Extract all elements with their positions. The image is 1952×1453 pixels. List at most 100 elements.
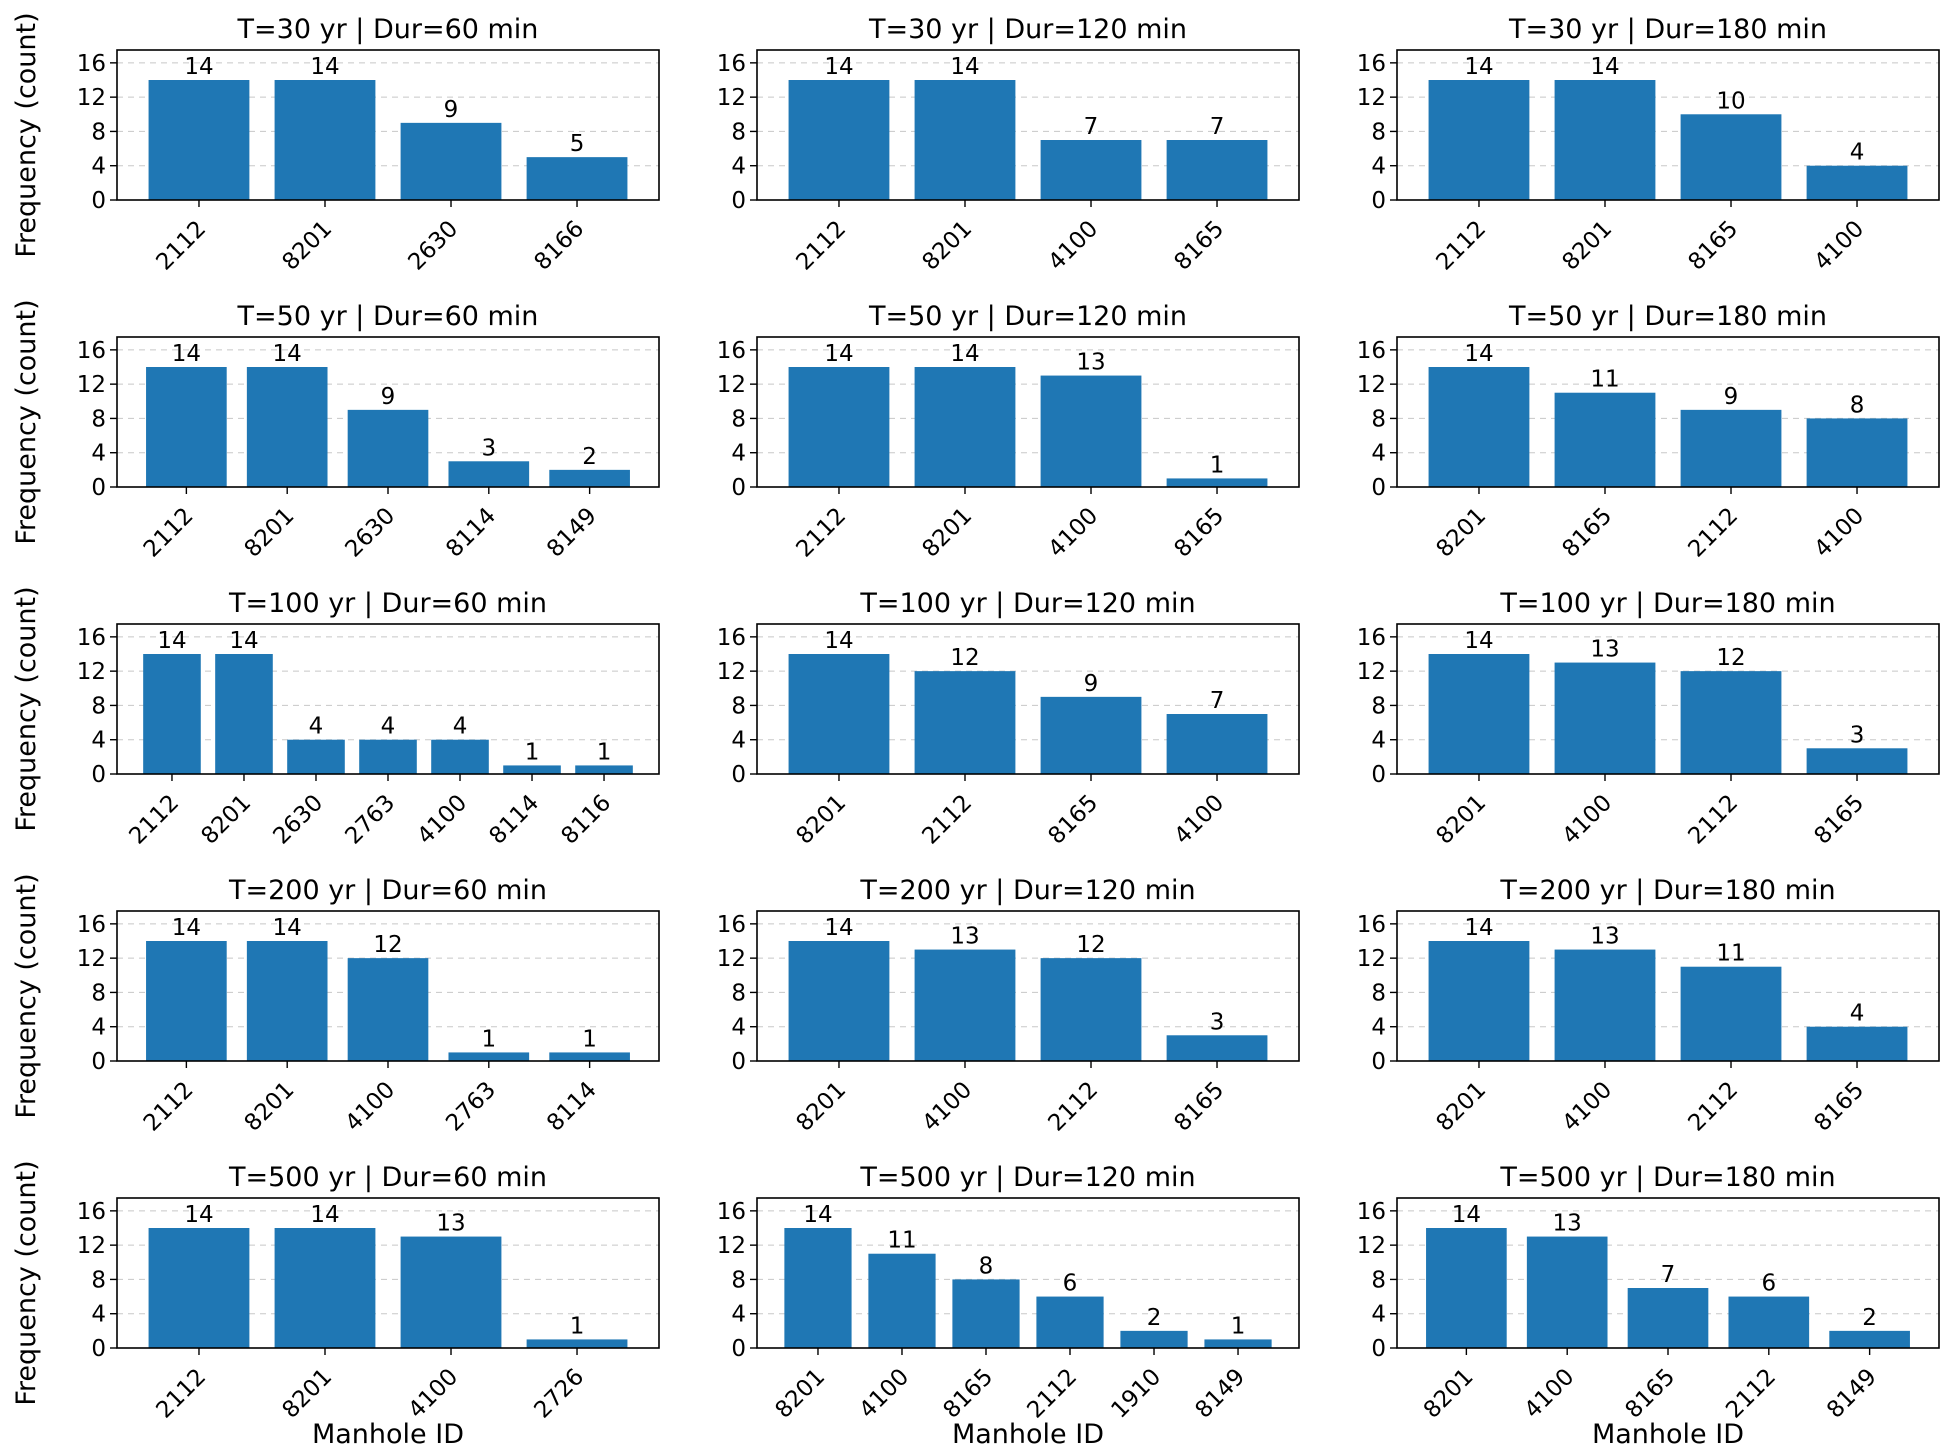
bar: [448, 1052, 530, 1061]
bar-value-label: 11: [887, 1228, 916, 1254]
subplot-title: T=500 yr | Dur=120 min: [859, 1162, 1195, 1193]
subplot-4: T=50 yr | Dur=60 min 0 4 8 12 16 14 2112 14 8201 9…: [11, 299, 660, 563]
y-tick-label: 12: [1357, 1233, 1386, 1259]
plot-frame: [1396, 49, 1940, 201]
bar: [526, 1339, 628, 1348]
bar-value-label: 14: [310, 54, 339, 80]
bar: [1806, 165, 1908, 200]
bar-value-label: 9: [1084, 671, 1099, 697]
y-tick-label: 0: [1371, 475, 1386, 501]
bar: [1806, 1026, 1908, 1061]
y-tick-label: 4: [91, 1015, 106, 1041]
plot-frame: [1396, 623, 1940, 775]
x-tick-label: 2112: [917, 790, 977, 850]
bar: [448, 461, 530, 487]
y-tick-label: 16: [77, 912, 106, 938]
bar: [1526, 1236, 1608, 1348]
bar-value-label: 14: [1464, 54, 1493, 80]
bar: [1426, 1228, 1507, 1348]
y-tick-label: 0: [731, 475, 746, 501]
bar-value-label: 14: [1464, 628, 1493, 654]
y-tick-label: 4: [731, 441, 746, 467]
y-tick-label: 4: [1371, 1015, 1386, 1041]
bar-value-label: 14: [1464, 341, 1493, 367]
bar: [914, 671, 1016, 774]
bar-value-label: 13: [1553, 1211, 1582, 1237]
bar: [1806, 748, 1908, 774]
x-tick-label: 2726: [529, 1364, 589, 1424]
bar: [1428, 941, 1530, 1061]
bar: [1120, 1330, 1188, 1348]
y-tick-label: 0: [731, 762, 746, 788]
x-tick-label: 8166: [529, 216, 589, 276]
y-tick-label: 8: [731, 406, 746, 432]
y-tick-label: 12: [1357, 946, 1386, 972]
x-tick-label: 8201: [1431, 1077, 1491, 1137]
plot-frame: [756, 623, 1300, 775]
subplot-title: T=500 yr | Dur=180 min: [1499, 1162, 1835, 1193]
bar: [1554, 949, 1656, 1061]
bar-value-label: 14: [273, 915, 302, 941]
bar-value-label: 3: [1210, 1009, 1225, 1035]
x-tick-label: 8201: [1419, 1364, 1479, 1424]
bar-value-label: 13: [1076, 350, 1105, 376]
y-tick-label: 16: [77, 338, 106, 364]
bar-value-label: 14: [229, 628, 258, 654]
y-tick-label: 12: [1357, 85, 1386, 111]
bar: [1627, 1288, 1709, 1348]
bar: [1554, 662, 1656, 774]
bar: [1680, 671, 1782, 774]
subplot-9: T=100 yr | Dur=180 min 0 4 8 12 16 14 8201 13 410…: [1357, 588, 1940, 850]
subplot-title: T=200 yr | Dur=60 min: [228, 875, 547, 906]
bar-value-label: 6: [1063, 1271, 1078, 1297]
bar: [146, 367, 227, 487]
y-tick-label: 0: [91, 762, 106, 788]
x-tick-label: 2112: [1022, 1364, 1082, 1424]
bar-value-label: 7: [1210, 114, 1225, 140]
x-tick-label: 4100: [1043, 503, 1103, 563]
plot-frame: [1396, 1197, 1940, 1349]
bar-value-label: 4: [453, 714, 468, 740]
y-tick-label: 0: [1371, 188, 1386, 214]
y-tick-label: 4: [1371, 728, 1386, 754]
bar: [1829, 1330, 1910, 1348]
plot-frame: [756, 336, 1300, 488]
y-tick-label: 16: [1357, 912, 1386, 938]
x-tick-label: 8165: [1809, 1077, 1869, 1137]
bar-value-label: 11: [1590, 367, 1619, 393]
x-tick-label: 4100: [854, 1364, 914, 1424]
y-tick-label: 16: [77, 51, 106, 77]
subplot-title: T=30 yr | Dur=180 min: [1508, 14, 1827, 45]
y-tick-label: 12: [717, 946, 746, 972]
x-tick-label: 4100: [1520, 1364, 1580, 1424]
bar-value-label: 8: [979, 1253, 994, 1279]
bar-value-label: 7: [1210, 688, 1225, 714]
x-tick-label: 8165: [1809, 790, 1869, 850]
y-tick-label: 16: [1357, 338, 1386, 364]
plot-frame: [116, 49, 660, 201]
y-tick-label: 8: [1371, 693, 1386, 719]
x-tick-label: 4100: [412, 790, 472, 850]
y-tick-label: 12: [717, 85, 746, 111]
x-tick-label: 8165: [938, 1364, 998, 1424]
bar-value-label: 8: [1850, 392, 1865, 418]
x-tick-label: 8201: [917, 503, 977, 563]
bar: [914, 949, 1016, 1061]
y-tick-label: 12: [77, 372, 106, 398]
subplot-title: T=200 yr | Dur=120 min: [859, 875, 1195, 906]
x-tick-label: 8201: [196, 790, 256, 850]
x-tick-label: 2112: [1043, 1077, 1103, 1137]
bar: [1040, 375, 1142, 487]
bar-value-label: 9: [444, 97, 459, 123]
x-tick-label: 8165: [1169, 216, 1229, 276]
bar: [400, 122, 502, 200]
bar-value-label: 10: [1716, 88, 1745, 114]
bar: [1204, 1339, 1272, 1348]
subplot-12: T=200 yr | Dur=180 min 0 4 8 12 16 14 8201 13 410…: [1357, 875, 1940, 1137]
subplot-10: T=200 yr | Dur=60 min 0 4 8 12 16 14 2112 14 8201…: [11, 873, 660, 1137]
bar-value-label: 14: [803, 1202, 832, 1228]
bar: [1428, 654, 1530, 774]
bar-value-label: 12: [1716, 645, 1745, 671]
y-tick-label: 0: [1371, 1336, 1386, 1362]
bar: [914, 367, 1016, 487]
